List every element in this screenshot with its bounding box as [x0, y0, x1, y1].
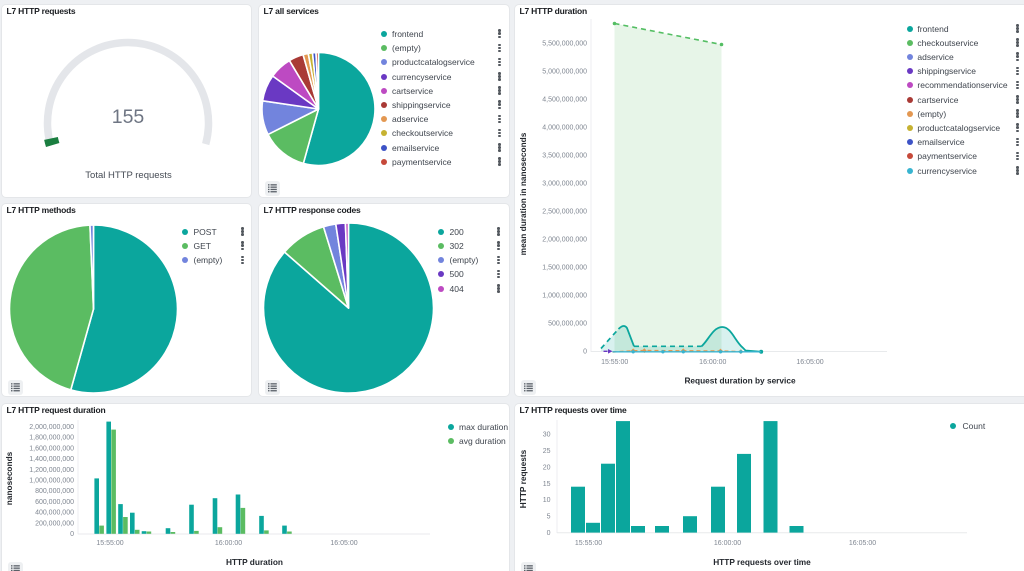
svg-text:30: 30: [543, 431, 551, 438]
svg-text:16:05:00: 16:05:00: [330, 540, 357, 547]
svg-text:16:00:00: 16:00:00: [215, 540, 242, 547]
svg-text:HTTP requests: HTTP requests: [518, 449, 528, 508]
svg-text:HTTP requests over time: HTTP requests over time: [713, 557, 811, 567]
svg-text:15:55:00: 15:55:00: [601, 359, 628, 366]
svg-text:20: 20: [543, 464, 551, 471]
svg-text:1,200,000,000: 1,200,000,000: [29, 466, 74, 473]
svg-text:16:00:00: 16:00:00: [714, 540, 741, 547]
svg-text:1,400,000,000: 1,400,000,000: [29, 456, 74, 463]
svg-text:1,600,000,000: 1,600,000,000: [29, 445, 74, 452]
svg-text:Request duration by service: Request duration by service: [684, 376, 796, 386]
svg-text:800,000,000: 800,000,000: [35, 488, 74, 495]
svg-text:15:55:00: 15:55:00: [96, 540, 123, 547]
svg-text:1,800,000,000: 1,800,000,000: [29, 434, 74, 441]
svg-text:0: 0: [583, 349, 587, 356]
svg-text:1,000,000,000: 1,000,000,000: [542, 293, 587, 300]
svg-text:3,500,000,000: 3,500,000,000: [542, 153, 587, 160]
svg-text:2,000,000,000: 2,000,000,000: [29, 423, 74, 430]
svg-text:3,000,000,000: 3,000,000,000: [542, 181, 587, 188]
svg-text:155: 155: [112, 106, 145, 128]
svg-text:25: 25: [543, 448, 551, 455]
svg-text:1,500,000,000: 1,500,000,000: [542, 265, 587, 272]
svg-text:2,000,000,000: 2,000,000,000: [542, 237, 587, 244]
svg-text:15:55:00: 15:55:00: [575, 540, 602, 547]
svg-text:16:05:00: 16:05:00: [796, 359, 823, 366]
svg-text:400,000,000: 400,000,000: [35, 509, 74, 516]
svg-text:15: 15: [543, 480, 551, 487]
svg-text:16:00:00: 16:00:00: [699, 359, 726, 366]
svg-text:HTTP duration: HTTP duration: [226, 557, 283, 567]
svg-text:4,000,000,000: 4,000,000,000: [542, 125, 587, 132]
svg-text:Total HTTP requests: Total HTTP requests: [85, 170, 172, 181]
svg-text:5: 5: [547, 513, 551, 520]
svg-text:500,000,000: 500,000,000: [548, 321, 587, 328]
svg-text:mean duration in nanoseconds: mean duration in nanoseconds: [518, 132, 528, 255]
svg-text:0: 0: [70, 531, 74, 538]
svg-text:10: 10: [543, 497, 551, 504]
svg-text:600,000,000: 600,000,000: [35, 498, 74, 505]
svg-text:1,000,000,000: 1,000,000,000: [29, 477, 74, 484]
svg-text:2,500,000,000: 2,500,000,000: [542, 209, 587, 216]
svg-text:16:05:00: 16:05:00: [849, 540, 876, 547]
svg-text:0: 0: [547, 530, 551, 537]
svg-text:5,000,000,000: 5,000,000,000: [542, 69, 587, 76]
svg-text:nanoseconds: nanoseconds: [4, 451, 14, 505]
svg-text:4,500,000,000: 4,500,000,000: [542, 97, 587, 104]
svg-text:200,000,000: 200,000,000: [35, 520, 74, 527]
svg-text:5,500,000,000: 5,500,000,000: [542, 41, 587, 48]
